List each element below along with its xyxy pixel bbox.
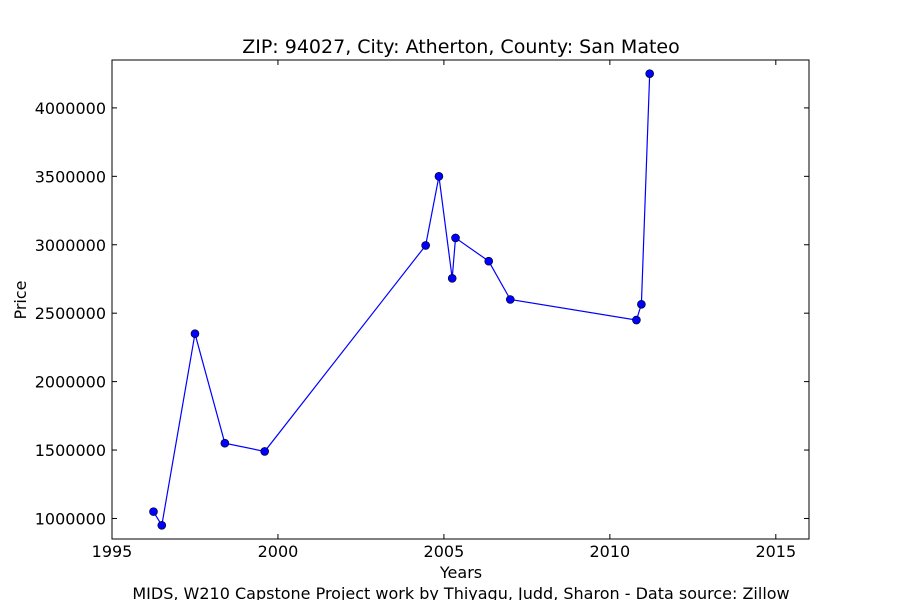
y-axis-label: Price [11,280,30,319]
data-point [260,447,269,456]
y-axis: 1000000 1500000 2000000 2500000 3000000 35000… [35,99,809,528]
x-tick-label: 2005 [424,542,465,561]
x-axis: 1995 2000 2005 2010 2015 [92,60,796,561]
x-tick-label: 2015 [755,542,796,561]
series-line [152,73,651,527]
data-point [632,315,641,325]
footer-credit: MIDS, W210 Capstone Project work by Thiy… [132,584,789,600]
x-tick-label: 1995 [92,542,133,561]
series-layer [149,69,654,530]
chart-title: ZIP: 94027, City: Atherton, County: San … [242,36,680,58]
y-tick-label: 3000000 [35,236,106,255]
data-point [505,295,515,304]
data-point [451,233,460,243]
x-axis-label: Years [439,563,482,582]
x-tick-label: 2000 [258,542,299,561]
data-point [421,241,430,250]
y-tick-label: 2500000 [35,304,106,323]
y-tick-label: 4000000 [35,99,106,118]
data-point [484,256,494,266]
data-point [149,507,158,516]
data-point [157,521,167,530]
y-tick-label: 2000000 [35,373,106,392]
data-point [190,329,200,339]
data-point [447,273,457,283]
plot-frame [111,59,810,540]
x-tick-label: 2010 [589,542,630,561]
y-tick-label: 3500000 [35,167,106,186]
y-tick-label: 1500000 [35,441,106,460]
data-point [220,438,230,448]
y-tick-label: 1000000 [35,509,106,528]
data-point [434,172,444,181]
data-point [637,299,646,309]
data-point [645,69,654,78]
